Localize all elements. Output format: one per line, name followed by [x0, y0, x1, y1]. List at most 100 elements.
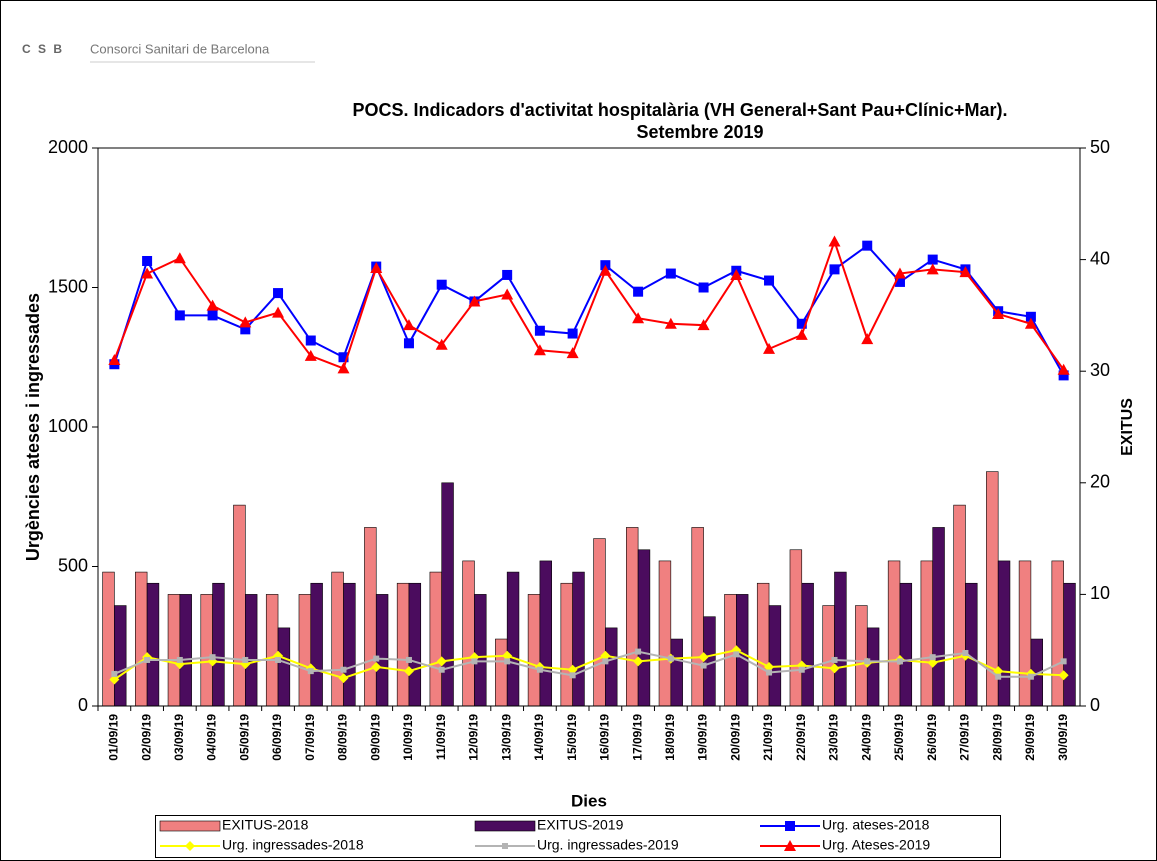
- bar: [331, 571, 344, 707]
- marker: [828, 235, 841, 247]
- marker: [1024, 317, 1037, 329]
- bar: [560, 582, 573, 707]
- legend-label: Urg. Ateses-2019: [822, 837, 930, 853]
- marker: [763, 342, 776, 354]
- y2-axis-label: EXITUS: [1119, 398, 1136, 456]
- y-tick-label: 1500: [48, 276, 88, 296]
- marker: [896, 658, 903, 665]
- marker: [764, 661, 775, 672]
- bar: [245, 594, 258, 707]
- x-tick-label: 28/09/19: [990, 714, 1004, 761]
- marker: [176, 656, 183, 663]
- marker: [700, 662, 707, 669]
- legend-label: Urg. ingressades-2019: [537, 837, 679, 853]
- marker: [829, 663, 840, 674]
- marker: [502, 843, 508, 849]
- marker: [111, 670, 118, 677]
- marker: [784, 840, 796, 851]
- marker: [207, 310, 218, 321]
- x-tick-label: 09/09/19: [368, 714, 382, 761]
- marker: [273, 288, 284, 299]
- bar: [343, 582, 356, 707]
- bar: [899, 582, 913, 707]
- marker: [304, 349, 317, 361]
- plot-area: [98, 148, 1080, 706]
- x-tick-label: 04/09/19: [205, 714, 219, 761]
- marker: [185, 841, 195, 851]
- marker: [240, 324, 251, 335]
- bar: [822, 605, 835, 707]
- y-tick-label: 2000: [48, 137, 88, 157]
- bar: [997, 560, 1011, 707]
- marker: [1057, 363, 1070, 375]
- marker: [633, 286, 644, 297]
- marker: [144, 656, 151, 663]
- marker: [173, 252, 186, 264]
- marker: [730, 268, 743, 280]
- marker: [438, 666, 445, 673]
- bar: [855, 605, 868, 707]
- marker: [633, 656, 644, 667]
- marker: [436, 656, 447, 667]
- bar: [179, 594, 192, 707]
- marker: [1060, 658, 1067, 665]
- x-tick-label: 16/09/19: [598, 714, 612, 761]
- x-tick-label: 10/09/19: [401, 714, 415, 761]
- marker: [995, 673, 1002, 680]
- marker: [501, 288, 514, 300]
- bar: [658, 560, 672, 707]
- x-tick-label: 18/09/19: [663, 714, 677, 761]
- marker: [664, 317, 677, 329]
- bar: [167, 594, 181, 707]
- marker: [796, 318, 807, 329]
- x-tick-label: 21/09/19: [761, 714, 775, 761]
- marker: [338, 352, 349, 363]
- marker: [600, 650, 611, 661]
- bar: [135, 571, 148, 707]
- marker: [534, 325, 545, 336]
- x-tick-label: 12/09/19: [467, 714, 481, 761]
- legend-swatch: [474, 820, 536, 832]
- marker: [405, 656, 412, 663]
- marker: [174, 310, 185, 321]
- y2-tick-label: 20: [1090, 472, 1110, 492]
- bar: [768, 605, 782, 707]
- marker: [436, 279, 447, 290]
- marker: [599, 264, 612, 276]
- y-tick-label: 1000: [48, 416, 88, 436]
- x-tick-label: 30/09/19: [1056, 714, 1070, 761]
- bar: [429, 571, 442, 707]
- marker: [862, 240, 873, 251]
- marker: [371, 661, 382, 672]
- marker: [665, 268, 676, 279]
- bar: [801, 582, 814, 707]
- marker: [340, 666, 347, 673]
- marker: [108, 354, 121, 366]
- marker: [569, 672, 576, 679]
- bar: [1018, 560, 1032, 707]
- marker: [305, 335, 316, 346]
- bar: [670, 638, 683, 707]
- marker: [766, 669, 773, 676]
- bar: [887, 560, 901, 707]
- bar: [834, 571, 847, 707]
- marker: [1058, 370, 1069, 381]
- bar: [396, 582, 410, 707]
- chart-subtitle: Setembre 2019: [636, 122, 763, 142]
- bar: [866, 627, 880, 707]
- x-tick-label: 02/09/19: [139, 714, 153, 761]
- marker: [502, 269, 513, 280]
- marker: [141, 267, 154, 279]
- x-tick-label: 06/09/19: [270, 714, 284, 761]
- bar: [102, 571, 115, 707]
- marker: [502, 650, 513, 661]
- x-tick-label: 17/09/19: [630, 714, 644, 761]
- bar: [265, 594, 279, 707]
- y2-tick-label: 10: [1090, 583, 1110, 603]
- marker: [338, 673, 349, 684]
- marker: [468, 295, 481, 307]
- marker: [698, 282, 709, 293]
- marker: [566, 347, 579, 359]
- marker: [635, 648, 642, 655]
